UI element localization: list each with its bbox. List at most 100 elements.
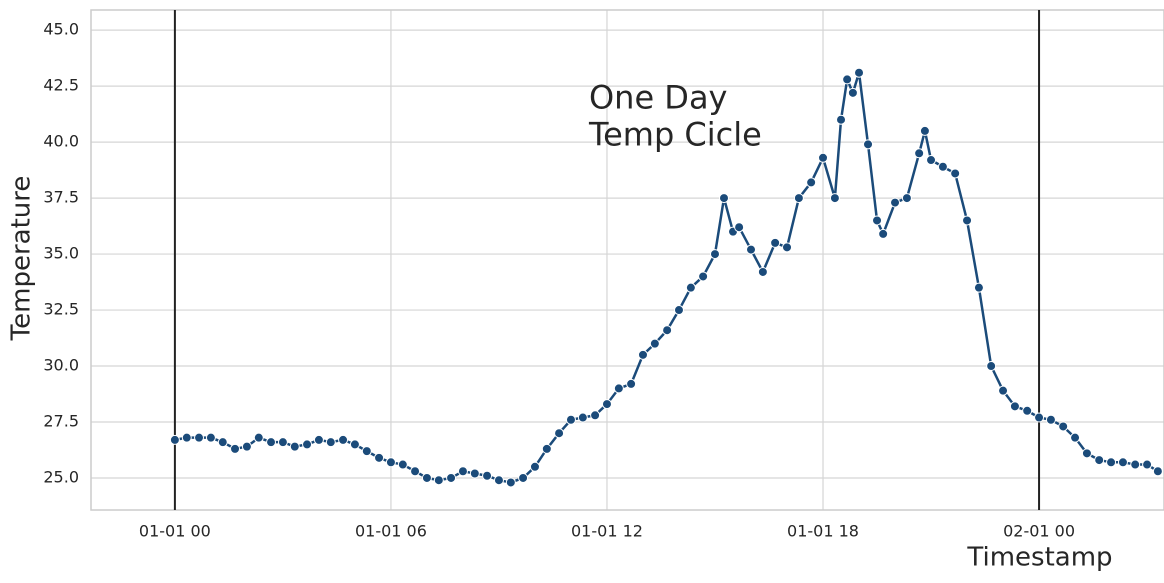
data-point: [872, 215, 883, 226]
data-point: [421, 472, 432, 483]
y-tick-label: 32.5: [43, 300, 79, 319]
data-point: [863, 139, 874, 150]
data-point: [601, 399, 612, 410]
data-point: [266, 437, 277, 448]
data-point: [277, 437, 288, 448]
data-point: [698, 271, 709, 282]
data-point: [626, 378, 637, 389]
data-point: [1009, 401, 1020, 412]
data-point: [649, 338, 660, 349]
data-point: [613, 383, 624, 394]
x-tick-label: 01-01 06: [355, 522, 427, 541]
y-tick-label: 45.0: [43, 20, 79, 39]
y-tick-label: 27.5: [43, 412, 79, 431]
data-point: [1058, 421, 1069, 432]
data-point: [169, 434, 180, 445]
data-point: [847, 87, 858, 98]
data-point: [457, 466, 468, 477]
data-point: [836, 114, 847, 125]
data-point: [505, 477, 516, 488]
data-point: [181, 432, 192, 443]
plot-frame: [90, 9, 1164, 511]
data-point: [793, 193, 804, 204]
data-point: [385, 457, 396, 468]
data-point: [998, 385, 1009, 396]
data-line: [174, 72, 1159, 484]
data-point: [302, 439, 313, 450]
data-point: [349, 439, 360, 450]
data-point: [529, 461, 540, 472]
data-point: [205, 432, 216, 443]
data-point: [446, 472, 457, 483]
data-point: [1045, 414, 1056, 425]
y-tick-label: 37.5: [43, 188, 79, 207]
data-point: [410, 466, 421, 477]
y-axis-label: Temperature: [7, 176, 37, 342]
data-point: [217, 437, 228, 448]
data-point: [919, 125, 930, 136]
annotation: One Day Temp Cicle: [588, 78, 762, 153]
data-point: [1022, 405, 1033, 416]
data-point: [1094, 455, 1105, 466]
data-point: [962, 215, 973, 226]
data-point: [662, 325, 673, 336]
data-point: [1034, 412, 1045, 423]
x-tick-label: 01-01 12: [571, 522, 643, 541]
data-point: [878, 228, 889, 239]
data-point: [926, 155, 937, 166]
y-tick-label: 40.0: [43, 132, 79, 151]
data-point: [637, 349, 648, 360]
data-point: [1117, 457, 1128, 468]
data-point: [313, 434, 324, 445]
data-point: [541, 443, 552, 454]
y-tick-label: 30.0: [43, 356, 79, 375]
data-point: [770, 237, 781, 248]
data-point: [338, 434, 349, 445]
data-point: [1130, 459, 1141, 470]
x-tick-label: 02-01 00: [1003, 522, 1075, 541]
data-point: [829, 193, 840, 204]
data-point: [577, 412, 588, 423]
data-point: [818, 152, 829, 163]
data-point: [1070, 432, 1081, 443]
data-point: [806, 177, 817, 188]
data-point: [469, 468, 480, 479]
data-point: [230, 443, 241, 454]
data-point: [433, 475, 444, 486]
data-point: [709, 249, 720, 260]
data-point: [1142, 459, 1153, 470]
data-point: [565, 414, 576, 425]
data-point: [757, 266, 768, 277]
data-point: [493, 475, 504, 486]
data-point: [986, 361, 997, 372]
data-point: [890, 197, 901, 208]
data-point: [590, 410, 601, 421]
data-point: [241, 441, 252, 452]
data-point: [782, 242, 793, 253]
data-point: [194, 432, 205, 443]
data-point: [397, 459, 408, 470]
data-point: [374, 452, 385, 463]
data-point: [253, 432, 264, 443]
x-tick-label: 01-01 00: [139, 522, 211, 541]
data-point: [950, 168, 961, 179]
data-point: [973, 282, 984, 293]
data-point: [842, 74, 853, 85]
data-point: [746, 244, 757, 255]
data-point: [854, 67, 865, 78]
data-point: [685, 282, 696, 293]
data-point: [901, 193, 912, 204]
data-point: [1081, 448, 1092, 459]
data-point: [734, 222, 745, 233]
data-point: [361, 446, 372, 457]
x-axis-label: Timestamp: [966, 543, 1112, 573]
data-point: [673, 305, 684, 316]
data-point: [325, 437, 336, 448]
y-tick-label: 42.5: [43, 76, 79, 95]
x-tick-label: 01-01 18: [787, 522, 859, 541]
data-point: [482, 470, 493, 481]
data-point: [289, 441, 300, 452]
data-point: [718, 193, 729, 204]
data-point: [914, 148, 925, 159]
